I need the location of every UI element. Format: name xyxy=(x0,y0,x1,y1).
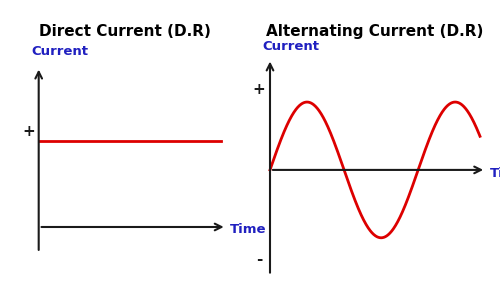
Text: Direct Current (D.R): Direct Current (D.R) xyxy=(39,24,211,39)
Text: Alternating Current (D.R): Alternating Current (D.R) xyxy=(266,24,484,39)
Text: -: - xyxy=(256,252,262,267)
Text: Current: Current xyxy=(32,45,88,58)
Text: +: + xyxy=(252,82,266,97)
Text: Current: Current xyxy=(262,40,319,53)
Text: Time: Time xyxy=(490,167,500,180)
Text: +: + xyxy=(23,124,36,139)
Text: Time: Time xyxy=(230,223,266,236)
